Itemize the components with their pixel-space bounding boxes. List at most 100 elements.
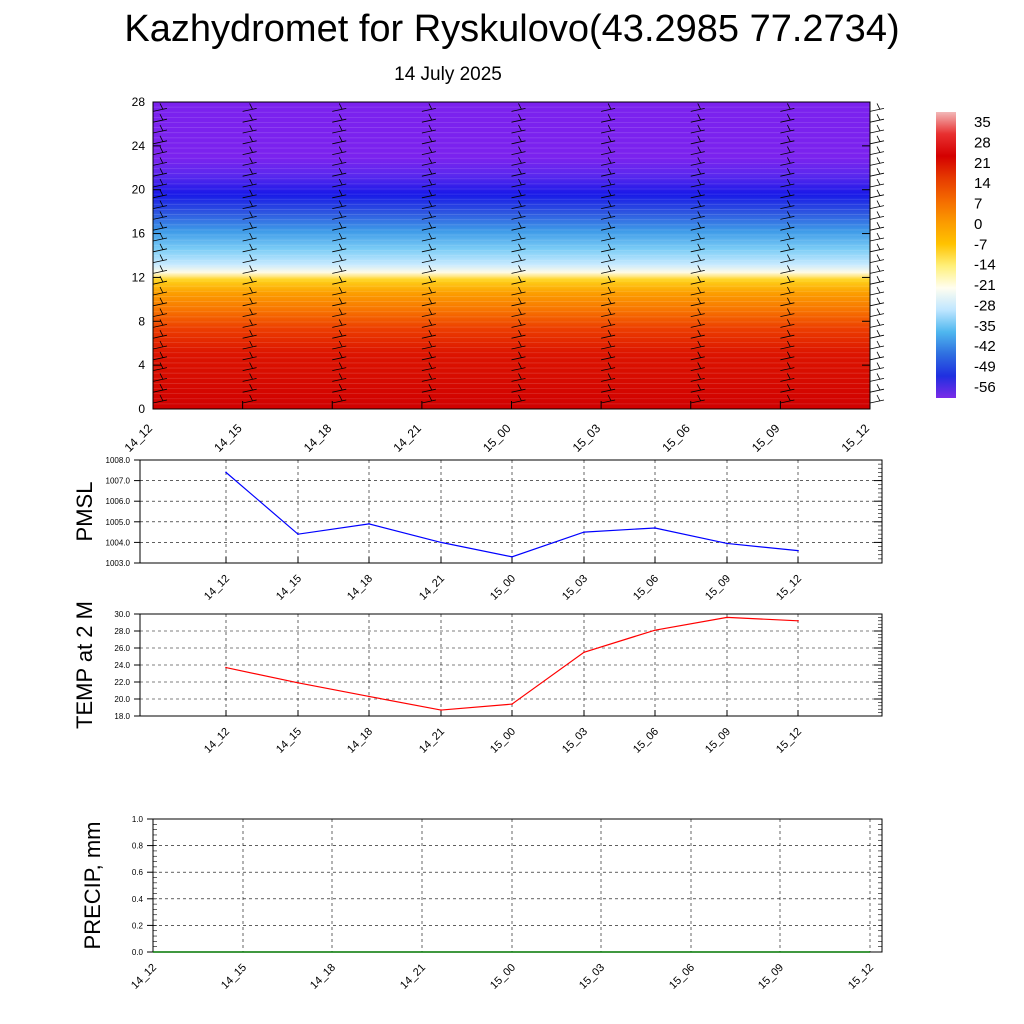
x-tick-label: 14_15: [219, 962, 249, 992]
wind-barb: [421, 200, 436, 209]
x-tick-label: 15_00: [488, 726, 518, 756]
wind-barb: [152, 124, 168, 134]
wind-barb: [601, 286, 616, 296]
wind-barb: [421, 362, 436, 371]
wind-barb: [152, 211, 168, 220]
wind-barb: [690, 394, 705, 404]
wind-barb: [511, 211, 526, 220]
colorbar-label: 35: [974, 114, 991, 131]
data-point: [654, 629, 656, 631]
wind-barb: [869, 135, 885, 145]
wind-barb: [780, 114, 795, 123]
wind-barb: [332, 232, 347, 242]
x-tick-label: 15_00: [488, 573, 518, 603]
wind-barb: [601, 308, 616, 317]
x-tick-label: 15_06: [631, 726, 661, 756]
wind-barb: [242, 146, 257, 155]
wind-barb: [332, 211, 347, 220]
wind-barb: [242, 330, 257, 339]
wind-barb: [601, 232, 616, 242]
wind-barb: [780, 157, 795, 166]
wind-barb: [421, 243, 436, 253]
wind-barb: [869, 286, 885, 296]
x-tick-label: 15_12: [774, 726, 804, 756]
wind-barb: [152, 222, 168, 231]
wind-barb: [869, 373, 885, 382]
wind-barb: [332, 330, 347, 339]
wind-barb: [690, 211, 705, 220]
x-tick-label: 15_00: [488, 962, 518, 992]
wind-barb: [152, 362, 168, 371]
wind-barb: [601, 222, 616, 231]
wind-barb: [421, 340, 436, 350]
wind-barb: [690, 319, 705, 328]
wind-barb: [511, 308, 526, 317]
wind-barb: [332, 135, 347, 145]
x-tick-label: 14_21: [390, 421, 424, 455]
wind-barb: [332, 394, 347, 404]
wind-barb: [601, 103, 616, 112]
wind-barb: [869, 297, 885, 307]
wind-barb: [780, 319, 795, 328]
wind-barb: [332, 114, 347, 123]
wind-barb: [869, 157, 885, 166]
y-tick-label: 28: [132, 95, 146, 109]
wind-barb: [421, 373, 436, 382]
wind-barb: [152, 157, 168, 166]
wind-barb: [869, 384, 885, 393]
wind-barb: [690, 384, 705, 393]
wind-barb: [242, 319, 257, 328]
wind-barb: [780, 265, 795, 274]
pmsl-panel: 1003.0 1004.0 1005.0 1006.0 1007.0 1008.0 14_1…: [72, 456, 883, 603]
wind-barb: [690, 340, 705, 350]
wind-barb: [332, 319, 347, 328]
wind-barb: [332, 189, 347, 199]
wind-barb: [690, 124, 705, 134]
data-point: [297, 533, 299, 535]
wind-barb: [601, 135, 616, 145]
wind-barb: [690, 200, 705, 209]
wind-barb: [601, 146, 616, 155]
wind-barb: [242, 384, 257, 393]
wind-barb: [421, 232, 436, 242]
wind-barb: [780, 243, 795, 253]
data-point: [797, 549, 799, 552]
wind-barb: [242, 276, 257, 285]
wind-barb: [690, 362, 705, 371]
wind-barb: [601, 340, 616, 350]
wind-barb: [152, 178, 168, 188]
wind-barb: [152, 330, 168, 339]
wind-barb: [332, 243, 347, 253]
wind-barb: [242, 297, 257, 307]
wind-barb: [780, 211, 795, 220]
colorbar-label: -49: [974, 359, 996, 376]
wind-barb: [690, 243, 705, 253]
wind-barb: [690, 308, 705, 317]
wind-barb: [421, 265, 436, 274]
y-tick-label: 16: [132, 227, 146, 241]
wind-barb: [242, 124, 257, 134]
data-point: [726, 542, 728, 545]
wind-barb: [421, 211, 436, 220]
wind-barb: [152, 373, 168, 382]
wind-barb: [152, 394, 168, 404]
wind-barb: [690, 351, 705, 361]
wind-barb: [242, 340, 257, 350]
colorbar-label: 0: [974, 216, 982, 233]
wind-barb: [421, 308, 436, 317]
wind-barb: [511, 103, 526, 112]
wind-barb: [152, 384, 168, 393]
wind-barb: [780, 178, 795, 188]
wind-barb: [152, 103, 168, 112]
wind-barb: [421, 384, 436, 393]
wind-barb: [690, 297, 705, 307]
wind-barb: [421, 297, 436, 307]
y-tick-label: 1006.0: [106, 497, 131, 506]
panel-frame: [139, 613, 883, 717]
colorbar-label: -14: [974, 257, 996, 274]
wind-barb: [152, 340, 168, 350]
panel-frame: [152, 818, 883, 953]
wind-barb: [332, 340, 347, 350]
data-point: [511, 703, 513, 705]
